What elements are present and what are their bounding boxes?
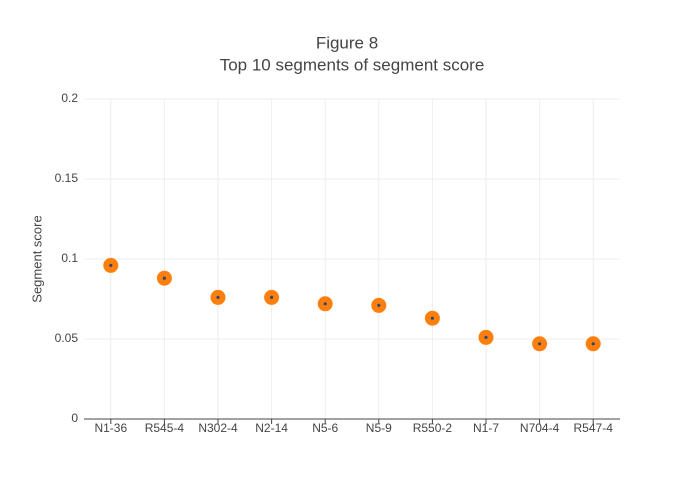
marker-center <box>216 295 220 299</box>
x-tick-label: R550-2 <box>413 421 453 435</box>
x-tick-label: R547-4 <box>574 421 614 435</box>
marker-center <box>430 316 434 320</box>
x-tick-label: N5-9 <box>366 421 392 435</box>
marker-center <box>538 342 542 346</box>
marker-center <box>377 303 381 307</box>
marker-center <box>323 302 327 306</box>
chart-subtitle: Top 10 segments of segment score <box>220 55 485 74</box>
y-tick-label: 0 <box>71 411 78 425</box>
chart-title: Figure 8 <box>316 33 378 52</box>
y-tick-label: 0.1 <box>61 251 78 265</box>
x-tick-label: N2-14 <box>255 421 288 435</box>
x-tick-label: N1-7 <box>473 421 499 435</box>
x-tick-label: N302-4 <box>198 421 238 435</box>
x-tick-label: N5-6 <box>312 421 338 435</box>
marker-center <box>270 295 274 299</box>
y-tick-label: 0.15 <box>55 171 79 185</box>
y-tick-label: 0.05 <box>55 331 79 345</box>
marker-center <box>109 263 113 267</box>
marker-center <box>484 335 488 339</box>
x-tick-label: N704-4 <box>520 421 560 435</box>
y-tick-label: 0.2 <box>61 91 78 105</box>
y-axis-label: Segment score <box>29 215 44 302</box>
x-tick-label: R545-4 <box>145 421 185 435</box>
marker-center <box>591 342 595 346</box>
x-tick-label: N1-36 <box>94 421 127 435</box>
marker-center <box>162 276 166 280</box>
